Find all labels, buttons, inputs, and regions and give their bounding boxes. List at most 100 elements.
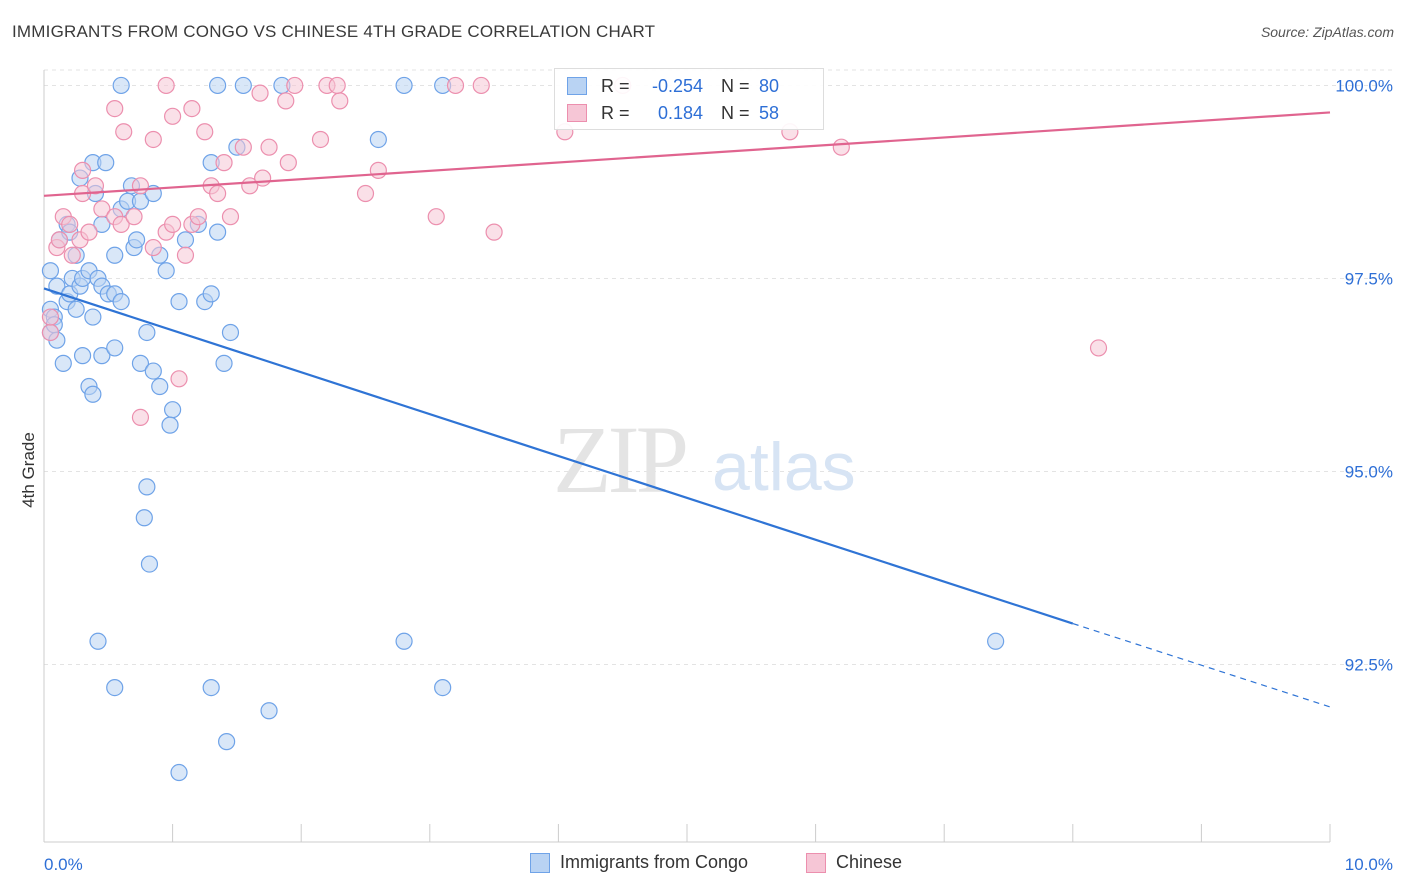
data-point <box>131 177 150 195</box>
data-point <box>97 154 115 172</box>
legend-row-congo: R = -0.254 N = 80 <box>567 75 779 97</box>
data-point <box>131 354 150 372</box>
data-point <box>260 138 278 156</box>
data-point <box>93 347 111 365</box>
data-point <box>215 154 233 172</box>
y-axis-label: 4th Grade <box>19 432 38 508</box>
y-tick-label: 100.0% <box>1335 76 1393 95</box>
y-tick-label: 97.5% <box>1345 269 1393 288</box>
data-point <box>144 362 162 380</box>
data-point <box>234 76 252 95</box>
axes <box>43 70 1331 843</box>
legend-n-label: N = <box>721 75 750 96</box>
chart-title: IMMIGRANTS FROM CONGO VS CHINESE 4TH GRA… <box>12 22 656 41</box>
data-point <box>86 177 105 195</box>
data-point <box>328 76 346 95</box>
data-point <box>67 300 85 318</box>
data-point <box>144 130 162 149</box>
data-point <box>279 154 297 172</box>
watermark-atlas: atlas <box>712 429 856 505</box>
data-point <box>89 632 107 650</box>
data-point <box>221 208 240 226</box>
data-point <box>176 231 195 249</box>
data-point <box>106 678 124 697</box>
data-point <box>434 678 452 697</box>
data-point <box>41 323 60 342</box>
data-point <box>221 323 240 342</box>
series-legend: Immigrants from Congo Chinese <box>0 852 1406 878</box>
data-point <box>395 76 413 95</box>
data-point <box>63 246 81 264</box>
data-point <box>196 123 214 141</box>
data-point <box>446 76 465 95</box>
data-point <box>202 285 220 303</box>
legend-item-congo[interactable]: Immigrants from Congo <box>530 852 748 873</box>
data-point <box>54 354 72 372</box>
data-point <box>112 215 130 233</box>
data-point <box>84 308 102 326</box>
data-point <box>125 208 143 226</box>
data-point <box>183 99 201 118</box>
data-point <box>41 262 60 280</box>
y-tick-label: 95.0% <box>1345 462 1393 481</box>
data-point <box>395 632 413 650</box>
data-point <box>1089 339 1108 357</box>
trend-line <box>43 111 1331 197</box>
trend-line <box>43 287 1074 625</box>
data-point <box>157 76 175 95</box>
legend-label-congo: Immigrants from Congo <box>560 852 749 872</box>
data-point <box>140 555 159 573</box>
legend-swatch-chinese <box>806 852 826 873</box>
data-point <box>176 246 195 264</box>
data-point <box>215 354 233 372</box>
legend-r-value: -0.254 <box>651 75 703 96</box>
data-point <box>115 123 133 141</box>
data-point <box>138 478 156 496</box>
data-point <box>209 223 227 241</box>
x-tick-label: 0.0% <box>44 855 83 874</box>
data-point <box>112 293 130 311</box>
data-point <box>80 223 98 241</box>
data-point <box>427 208 445 226</box>
data-point <box>164 215 182 233</box>
data-point <box>286 76 304 95</box>
data-point <box>151 377 169 396</box>
legend-r-value: 0.184 <box>657 102 703 123</box>
data-point <box>832 138 850 156</box>
watermark: ZIP atlas <box>553 406 856 513</box>
watermark-zip: ZIP <box>553 406 686 513</box>
data-point <box>144 238 162 257</box>
data-point <box>41 308 60 326</box>
legend-swatch-chinese <box>567 104 587 122</box>
data-point <box>369 161 387 179</box>
data-point <box>138 323 156 342</box>
data-point <box>369 130 387 149</box>
data-point <box>202 678 220 697</box>
data-point <box>84 385 102 403</box>
x-tick-label: 10.0% <box>1345 855 1393 874</box>
data-point <box>106 99 124 118</box>
legend-item-chinese[interactable]: Chinese <box>806 852 902 873</box>
legend-swatch-congo <box>567 77 587 95</box>
data-point <box>277 92 295 110</box>
legend-n-label: N = <box>721 102 750 123</box>
tick-labels: 100.0% 97.5% 95.0% 92.5% 0.0% 10.0% <box>44 76 1393 874</box>
data-point <box>234 138 252 156</box>
legend-label-chinese: Chinese <box>836 852 903 872</box>
data-point <box>161 416 179 434</box>
data-point <box>164 107 182 125</box>
trend-line-extension <box>1072 622 1331 708</box>
gridlines <box>44 69 1392 665</box>
data-point <box>170 370 188 388</box>
data-point <box>106 246 124 264</box>
data-point <box>73 347 92 365</box>
data-point <box>170 763 188 782</box>
legend-n-value: 58 <box>759 102 780 123</box>
data-point <box>218 733 236 751</box>
data-point <box>157 262 175 280</box>
data-point <box>170 293 188 311</box>
legend-row-chinese: R = 0.184 N = 58 <box>567 102 779 124</box>
data-point <box>50 231 69 249</box>
data-point <box>112 76 130 95</box>
